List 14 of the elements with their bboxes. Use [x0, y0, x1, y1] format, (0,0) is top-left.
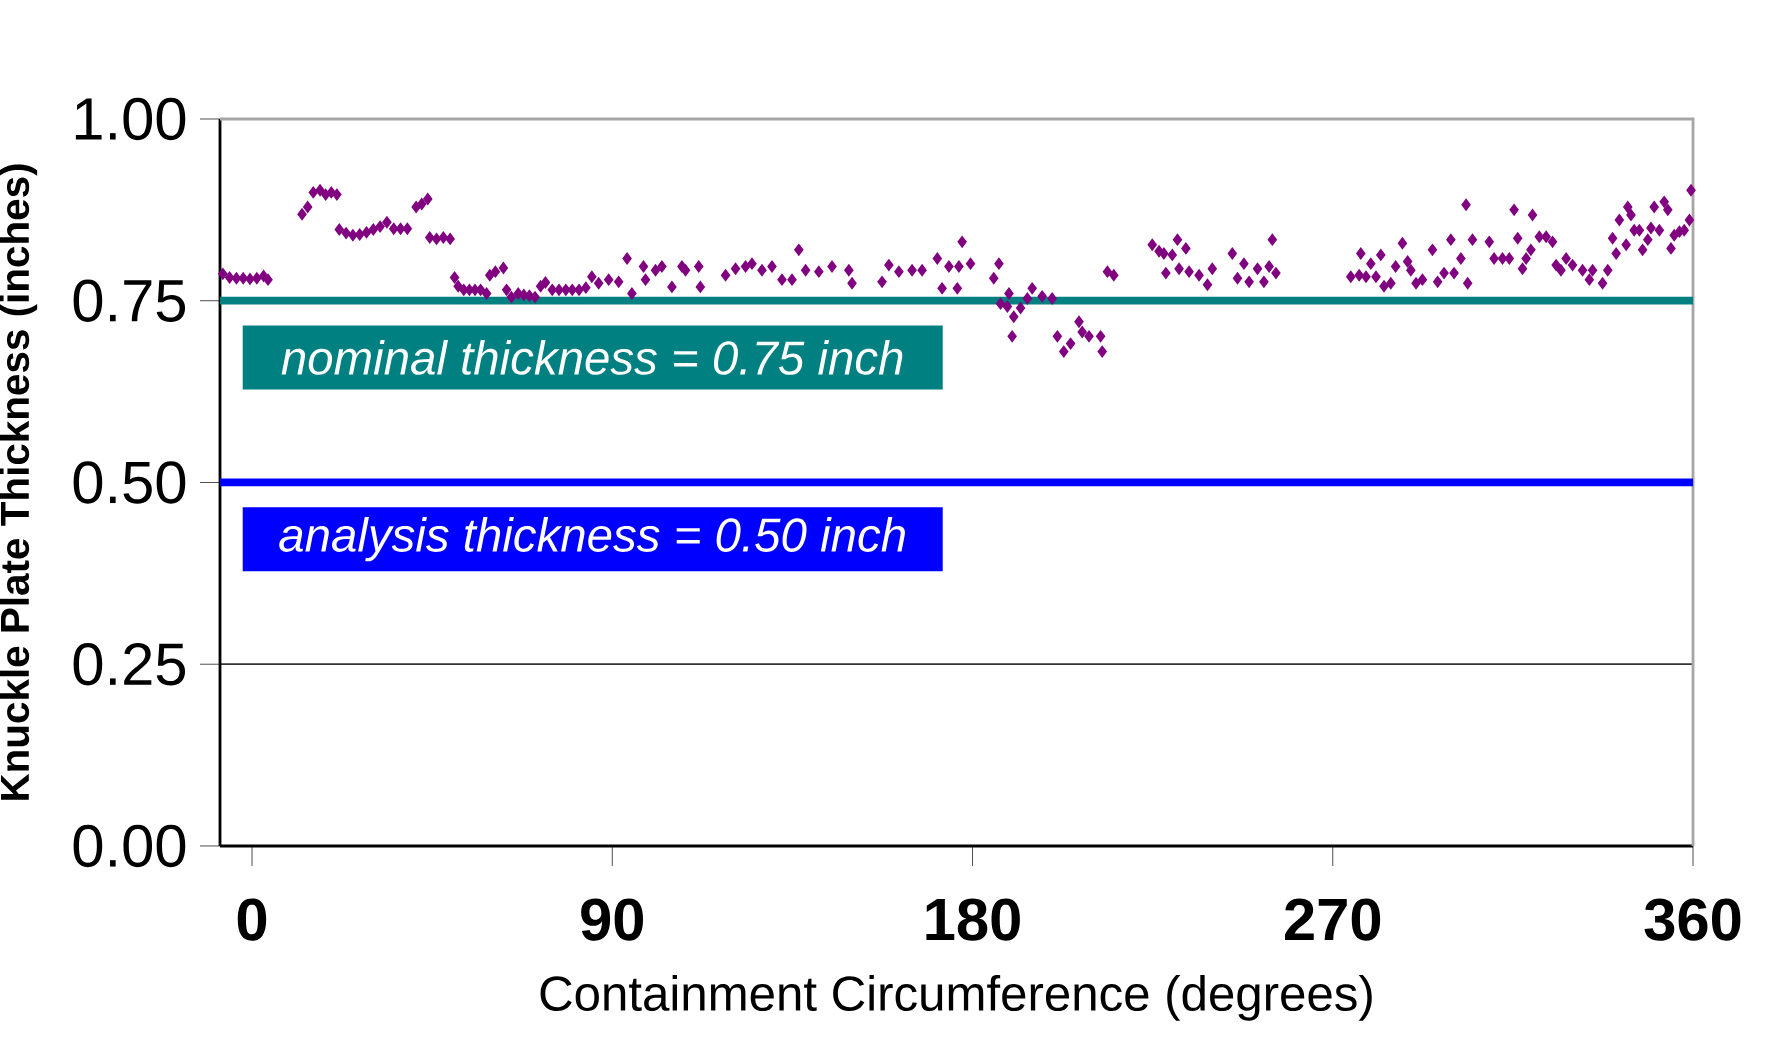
- x-tick-label: 180: [926, 898, 1020, 941]
- y-tick-label: 0.50: [73, 461, 186, 504]
- y-tick-label: 0.75: [73, 279, 186, 322]
- ref-line-label: nominal thickness = 0.75 inch: [281, 339, 903, 375]
- y-tick-label: 1.00: [75, 97, 186, 141]
- x-tick-label: 0: [237, 898, 267, 941]
- x-axis-title: Containment Circumference (degrees): [540, 974, 1372, 1021]
- x-tick-label: 270: [1285, 898, 1381, 941]
- y-axis-title: Knuckle Plate Thickness (inches): [0, 164, 38, 800]
- y-tick-label: 0.00: [73, 824, 186, 868]
- x-tick-label: 360: [1644, 898, 1741, 941]
- y-tick-label: 0.25: [73, 643, 186, 686]
- ref-line-label: analysis thickness = 0.50 inch: [279, 517, 905, 562]
- x-tick-label: 90: [581, 898, 644, 941]
